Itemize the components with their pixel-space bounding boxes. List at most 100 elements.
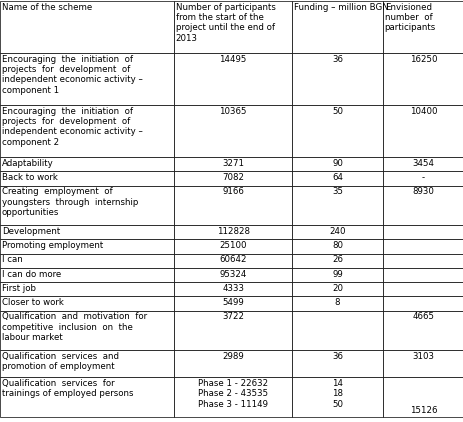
Text: 14
18
50: 14 18 50 <box>332 379 342 408</box>
Text: -: - <box>421 173 424 182</box>
Bar <box>292 239 382 254</box>
Text: Development: Development <box>2 227 60 236</box>
Bar <box>382 225 463 239</box>
Bar <box>382 296 463 311</box>
Bar <box>0 377 174 417</box>
Bar <box>382 171 463 186</box>
Bar <box>0 186 174 225</box>
Text: Creating  employment  of
youngsters  through  internship
opportunities: Creating employment of youngsters throug… <box>2 187 138 217</box>
Bar <box>0 296 174 311</box>
Bar <box>292 282 382 296</box>
Text: 64: 64 <box>332 173 342 182</box>
Bar <box>174 157 292 171</box>
Bar <box>292 254 382 268</box>
Bar <box>174 311 292 350</box>
Bar <box>292 157 382 171</box>
Bar <box>0 239 174 254</box>
Text: 25100: 25100 <box>219 241 246 250</box>
Text: 15126: 15126 <box>409 406 436 415</box>
Text: 36: 36 <box>332 352 342 361</box>
Bar <box>174 350 292 377</box>
Text: I can: I can <box>2 255 23 264</box>
Bar <box>382 1 463 53</box>
Bar <box>0 350 174 377</box>
Text: Name of the scheme: Name of the scheme <box>2 3 92 11</box>
Bar <box>292 268 382 282</box>
Bar <box>0 254 174 268</box>
Bar <box>174 186 292 225</box>
Text: Qualification  services  and
promotion of employment: Qualification services and promotion of … <box>2 352 119 371</box>
Text: Closer to work: Closer to work <box>2 298 63 307</box>
Text: 20: 20 <box>332 284 342 293</box>
Text: 7082: 7082 <box>222 173 244 182</box>
Text: Funding – million BGN: Funding – million BGN <box>294 3 388 11</box>
Bar <box>382 311 463 350</box>
Text: 5499: 5499 <box>222 298 244 307</box>
Text: 80: 80 <box>332 241 342 250</box>
Bar <box>382 53 463 105</box>
Bar <box>0 225 174 239</box>
Bar <box>0 282 174 296</box>
Text: 50: 50 <box>332 107 342 116</box>
Text: 8: 8 <box>334 298 339 307</box>
Bar <box>382 254 463 268</box>
Text: Encouraging  the  initiation  of
projects  for  development  of
independent econ: Encouraging the initiation of projects f… <box>2 54 143 95</box>
Bar <box>174 53 292 105</box>
Bar <box>292 311 382 350</box>
Bar <box>382 186 463 225</box>
Text: 112828: 112828 <box>216 227 249 236</box>
Bar <box>0 268 174 282</box>
Text: 240: 240 <box>329 227 345 236</box>
Bar <box>292 171 382 186</box>
Bar <box>382 105 463 157</box>
Text: 8930: 8930 <box>412 187 433 196</box>
Bar <box>382 282 463 296</box>
Text: 60642: 60642 <box>219 255 246 264</box>
Bar <box>0 311 174 350</box>
Bar <box>0 171 174 186</box>
Text: 26: 26 <box>332 255 342 264</box>
Bar <box>292 350 382 377</box>
Text: 36: 36 <box>332 54 342 64</box>
Bar <box>292 377 382 417</box>
Text: 10400: 10400 <box>409 107 436 116</box>
Text: Encouraging  the  initiation  of
projects  for  development  of
independent econ: Encouraging the initiation of projects f… <box>2 107 143 147</box>
Bar <box>382 350 463 377</box>
Bar <box>0 1 174 53</box>
Bar <box>174 282 292 296</box>
Text: Number of participants
from the start of the
project until the end of
2013: Number of participants from the start of… <box>175 3 275 43</box>
Text: Qualification  and  motivation  for
competitive  inclusion  on  the
labour marke: Qualification and motivation for competi… <box>2 312 147 342</box>
Text: Adaptability: Adaptability <box>2 159 54 168</box>
Bar <box>292 186 382 225</box>
Bar <box>174 377 292 417</box>
Text: 4333: 4333 <box>222 284 244 293</box>
Text: Phase 1 - 22632
Phase 2 - 43535
Phase 3 - 11149: Phase 1 - 22632 Phase 2 - 43535 Phase 3 … <box>198 379 268 408</box>
Bar <box>292 105 382 157</box>
Bar <box>174 254 292 268</box>
Bar <box>0 157 174 171</box>
Text: 9166: 9166 <box>222 187 244 196</box>
Text: 35: 35 <box>332 187 342 196</box>
Bar <box>174 105 292 157</box>
Text: Qualification  services  for
trainings of employed persons: Qualification services for trainings of … <box>2 379 133 398</box>
Text: 95324: 95324 <box>219 270 246 279</box>
Text: 3271: 3271 <box>222 159 244 168</box>
Bar <box>382 157 463 171</box>
Text: 3454: 3454 <box>412 159 433 168</box>
Text: 99: 99 <box>332 270 342 279</box>
Bar <box>174 296 292 311</box>
Text: First job: First job <box>2 284 36 293</box>
Text: 16250: 16250 <box>409 54 436 64</box>
Text: 2989: 2989 <box>222 352 244 361</box>
Bar <box>174 171 292 186</box>
Text: 3103: 3103 <box>412 352 433 361</box>
Text: Promoting employment: Promoting employment <box>2 241 103 250</box>
Text: 14495: 14495 <box>219 54 246 64</box>
Bar <box>382 268 463 282</box>
Bar <box>174 1 292 53</box>
Bar <box>0 53 174 105</box>
Text: 3722: 3722 <box>222 312 244 322</box>
Bar <box>292 1 382 53</box>
Text: 4665: 4665 <box>412 312 433 322</box>
Bar <box>292 53 382 105</box>
